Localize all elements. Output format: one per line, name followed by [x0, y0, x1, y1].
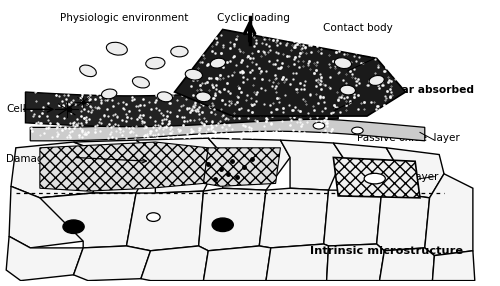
Polygon shape [334, 157, 420, 198]
Polygon shape [334, 143, 396, 193]
Polygon shape [432, 251, 475, 281]
Polygon shape [30, 118, 425, 141]
Polygon shape [174, 29, 406, 116]
Polygon shape [208, 138, 290, 190]
Ellipse shape [158, 92, 172, 102]
Text: Intrinsic microstructure: Intrinsic microstructure [310, 246, 463, 256]
Polygon shape [40, 142, 208, 191]
Text: Physiologic environment: Physiologic environment [60, 13, 188, 23]
Polygon shape [198, 188, 266, 251]
Ellipse shape [132, 77, 150, 88]
Polygon shape [9, 186, 93, 248]
Polygon shape [380, 248, 434, 281]
Ellipse shape [185, 69, 202, 80]
Text: Cells: Cells [6, 104, 32, 114]
Polygon shape [74, 246, 150, 281]
Text: Contact body: Contact body [322, 23, 392, 33]
Ellipse shape [106, 42, 128, 55]
Polygon shape [324, 190, 382, 246]
Polygon shape [40, 193, 136, 248]
Polygon shape [74, 140, 156, 193]
Polygon shape [141, 246, 208, 281]
Polygon shape [126, 191, 204, 251]
Text: Cyclic loading: Cyclic loading [217, 13, 290, 23]
Ellipse shape [364, 173, 386, 184]
Ellipse shape [80, 65, 96, 77]
Ellipse shape [369, 76, 384, 86]
Polygon shape [26, 88, 338, 127]
Polygon shape [326, 244, 384, 281]
Ellipse shape [334, 58, 351, 69]
Polygon shape [6, 236, 83, 281]
Ellipse shape [313, 122, 324, 129]
Polygon shape [266, 244, 328, 281]
Ellipse shape [63, 220, 84, 233]
Text: Passive oxide  layer: Passive oxide layer [358, 133, 460, 143]
Polygon shape [386, 148, 444, 198]
Text: Damage zone: Damage zone [6, 154, 78, 164]
Ellipse shape [87, 114, 99, 120]
Ellipse shape [146, 57, 165, 69]
Ellipse shape [102, 89, 117, 99]
Ellipse shape [340, 85, 355, 95]
Ellipse shape [146, 213, 160, 221]
Ellipse shape [164, 113, 175, 120]
Ellipse shape [352, 127, 363, 134]
Text: Molecular absorbed
layer: Molecular absorbed layer [356, 85, 474, 108]
Text: Deformed layer: Deformed layer [358, 172, 439, 182]
Polygon shape [204, 148, 281, 186]
Polygon shape [425, 174, 473, 256]
Polygon shape [376, 193, 430, 251]
Ellipse shape [212, 218, 234, 232]
Ellipse shape [210, 58, 226, 68]
Ellipse shape [196, 92, 211, 102]
Ellipse shape [54, 118, 65, 124]
Polygon shape [280, 140, 343, 190]
Polygon shape [136, 138, 222, 193]
Ellipse shape [170, 46, 188, 57]
Polygon shape [260, 188, 328, 248]
Polygon shape [204, 246, 271, 281]
Polygon shape [11, 142, 107, 198]
